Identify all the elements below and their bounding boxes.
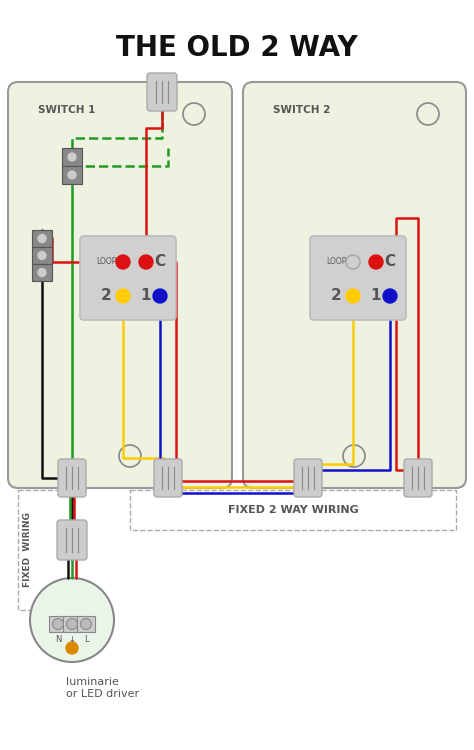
Text: FIXED  WIRING: FIXED WIRING — [24, 512, 33, 587]
Text: 1: 1 — [141, 289, 151, 304]
Text: luminarie
or LED driver: luminarie or LED driver — [66, 677, 139, 698]
Circle shape — [116, 289, 130, 303]
Bar — [77, 616, 95, 632]
Circle shape — [153, 289, 167, 303]
FancyBboxPatch shape — [58, 459, 86, 497]
Circle shape — [66, 642, 78, 654]
FancyBboxPatch shape — [154, 459, 182, 497]
FancyBboxPatch shape — [404, 459, 432, 497]
Circle shape — [38, 268, 46, 277]
FancyBboxPatch shape — [8, 82, 232, 488]
Circle shape — [68, 171, 76, 179]
Circle shape — [116, 255, 130, 269]
Circle shape — [38, 235, 46, 242]
Text: SWITCH 1: SWITCH 1 — [38, 105, 95, 115]
Text: LOOP: LOOP — [96, 257, 116, 266]
Text: C: C — [384, 254, 396, 269]
Bar — [49, 616, 67, 632]
Text: C: C — [155, 254, 165, 269]
FancyBboxPatch shape — [243, 82, 466, 488]
Text: ↓: ↓ — [69, 635, 75, 644]
Circle shape — [383, 289, 397, 303]
Circle shape — [30, 578, 114, 662]
Text: FIXED 2 WAY WIRING: FIXED 2 WAY WIRING — [228, 505, 358, 515]
Circle shape — [81, 619, 91, 629]
Circle shape — [66, 619, 78, 629]
FancyBboxPatch shape — [57, 520, 87, 560]
Circle shape — [68, 153, 76, 161]
Text: 2: 2 — [100, 289, 111, 304]
Text: 2: 2 — [331, 289, 341, 304]
Circle shape — [346, 289, 360, 303]
Text: THE OLD 2 WAY: THE OLD 2 WAY — [116, 34, 358, 62]
FancyBboxPatch shape — [80, 236, 176, 320]
Bar — [32, 247, 52, 264]
FancyBboxPatch shape — [147, 73, 177, 111]
FancyBboxPatch shape — [294, 459, 322, 497]
Bar — [32, 264, 52, 281]
Text: 1: 1 — [371, 289, 381, 304]
Bar — [62, 166, 82, 184]
Text: LOOP: LOOP — [326, 257, 346, 266]
Bar — [32, 230, 52, 247]
Circle shape — [369, 255, 383, 269]
Bar — [63, 616, 81, 632]
Bar — [62, 148, 82, 166]
Circle shape — [53, 619, 64, 629]
Circle shape — [139, 255, 153, 269]
Text: N: N — [55, 635, 61, 644]
Text: SWITCH 2: SWITCH 2 — [273, 105, 330, 115]
Circle shape — [38, 251, 46, 260]
FancyBboxPatch shape — [310, 236, 406, 320]
Text: L: L — [84, 635, 88, 644]
